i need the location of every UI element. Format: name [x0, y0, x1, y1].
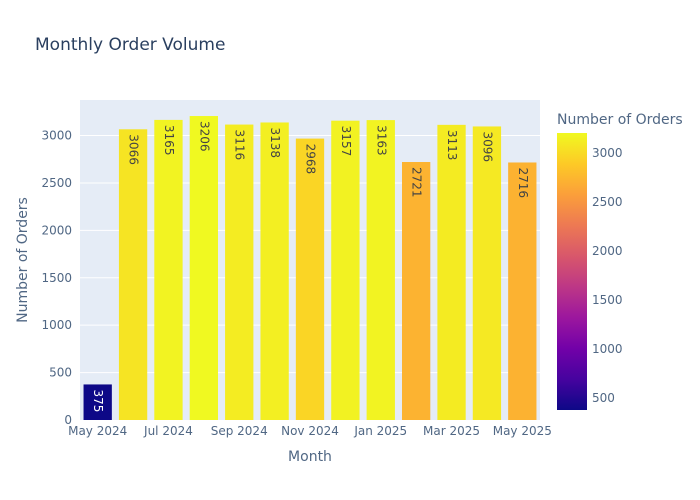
bar-value-label: 3206	[197, 121, 211, 152]
bar-value-label: 375	[91, 389, 105, 412]
bars	[83, 116, 537, 421]
bar-value-label: 3113	[445, 130, 459, 161]
bar-may-2024[interactable]	[83, 384, 112, 420]
x-tick-label: Jan 2025	[353, 424, 407, 438]
bar-jul-2024[interactable]	[154, 119, 183, 421]
colorbar-tick-label: 1500	[592, 293, 623, 307]
y-tick-label: 2000	[41, 223, 72, 237]
bar-sep-2024[interactable]	[225, 124, 254, 420]
bar-nov-2024[interactable]	[295, 138, 325, 420]
chart-title: Monthly Order Volume	[35, 35, 225, 55]
bar-dec-2024[interactable]	[331, 120, 360, 421]
x-tick-label: Nov 2024	[281, 424, 339, 438]
bar-value-label: 2721	[410, 167, 424, 198]
x-tick-label: Jul 2024	[143, 424, 193, 438]
colorbar-ticks: 500 1000 1500 2000 2500 3000	[592, 146, 623, 405]
bar-mar-2025[interactable]	[437, 124, 466, 420]
bar-value-label: 3096	[480, 131, 494, 162]
bar-may-2025[interactable]	[508, 162, 537, 420]
bar-value-label: 3066	[127, 134, 141, 165]
y-tick-label: 1500	[41, 271, 72, 285]
x-tick-label: Mar 2025	[423, 424, 480, 438]
bar-jan-2025[interactable]	[366, 120, 395, 420]
y-tick-label: 1000	[41, 318, 72, 332]
y-tick-label: 500	[49, 366, 72, 380]
bar-value-label: 3116	[233, 130, 247, 161]
y-tick-label: 0	[64, 413, 72, 427]
bar-value-label: 3138	[268, 127, 282, 158]
x-axis-ticks: May 2024 Jul 2024 Sep 2024 Nov 2024 Jan 2025…	[68, 424, 552, 438]
bar-feb-2025[interactable]	[402, 162, 431, 420]
bar-jun-2024[interactable]	[118, 129, 148, 420]
y-tick-label: 3000	[41, 129, 72, 143]
colorbar-tick-label: 1000	[592, 342, 623, 356]
x-tick-label: May 2024	[68, 424, 127, 438]
colorbar-tick-label: 3000	[592, 146, 623, 160]
y-tick-label: 2500	[41, 176, 72, 190]
bar-apr-2025[interactable]	[472, 126, 502, 420]
x-tick-label: May 2025	[493, 424, 552, 438]
colorbar	[557, 133, 587, 410]
y-axis-title: Number of Orders	[15, 197, 31, 323]
bar-value-label: 3165	[162, 125, 176, 156]
bar-value-label: 3157	[339, 126, 353, 157]
colorbar-tick-label: 2000	[592, 244, 623, 258]
x-axis-title: Month	[288, 449, 332, 465]
bar-labels: 375 3066 3165 3206 3116 3138 2968 3157 3163 2721 3…	[91, 121, 530, 412]
x-tick-label: Sep 2024	[211, 424, 268, 438]
bar-value-label: 3163	[374, 125, 388, 156]
bar-aug-2024[interactable]	[189, 116, 218, 420]
colorbar-title: Number of Orders	[557, 112, 683, 128]
bar-oct-2024[interactable]	[260, 122, 289, 421]
bar-value-label: 2716	[516, 167, 530, 198]
bar-value-label: 2968	[304, 144, 318, 175]
colorbar-tick-label: 500	[592, 391, 615, 405]
colorbar-tick-label: 2500	[592, 195, 623, 209]
y-axis-ticks: 0 500 1000 1500 2000 2500 3000	[41, 129, 72, 427]
